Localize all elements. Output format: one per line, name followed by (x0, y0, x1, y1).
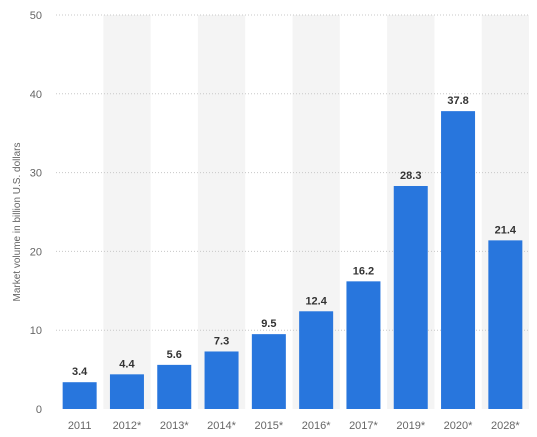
y-tick-label: 30 (30, 168, 42, 180)
x-axis-ticks: 2011 2012* 2013* 2014* 2015* 2016* 2017* 2019* 2… (68, 420, 521, 432)
bar (62, 382, 97, 409)
bars (62, 111, 523, 410)
data-labels: 3.4 4.4 5.6 7.3 9.5 12.4 16.2 28.3 37.8 21.4 (72, 95, 517, 378)
data-label: 37.8 (447, 95, 468, 107)
x-tick-label: 2013* (160, 420, 189, 432)
bar (204, 351, 239, 409)
y-axis-title: Market volume in billion U.S. dollars (12, 143, 23, 302)
x-tick-label: 2028* (491, 420, 520, 432)
data-label: 3.4 (72, 366, 88, 378)
bar (441, 111, 476, 410)
data-label: 7.3 (214, 335, 229, 347)
bar (251, 334, 286, 409)
x-tick-label: 2016* (302, 420, 331, 432)
y-tick-label: 10 (30, 325, 42, 337)
y-axis-ticks: 0 10 20 30 40 50 (30, 10, 42, 416)
x-tick-label: 2019* (396, 420, 425, 432)
background-band (103, 15, 151, 409)
x-tick-label: 2017* (349, 420, 378, 432)
data-label: 4.4 (119, 358, 135, 370)
y-tick-label: 50 (30, 10, 42, 22)
bar (109, 374, 144, 409)
data-label: 12.4 (305, 295, 327, 307)
x-tick-label: 2020* (444, 420, 473, 432)
x-tick-label: 2014* (207, 420, 236, 432)
bar (393, 185, 428, 409)
data-label: 5.6 (167, 349, 182, 361)
gridlines (56, 14, 529, 331)
bar (488, 240, 523, 409)
data-label: 28.3 (400, 170, 421, 182)
x-tick-label: 2012* (113, 420, 142, 432)
x-tick-label: 2015* (254, 420, 283, 432)
y-tick-label: 40 (30, 89, 42, 101)
x-tick-label: 2011 (68, 420, 92, 432)
data-label: 16.2 (353, 265, 374, 277)
y-tick-label: 20 (30, 246, 42, 258)
data-label: 9.5 (261, 318, 276, 330)
bar (157, 364, 192, 409)
y-tick-label: 0 (36, 404, 42, 416)
bar (299, 311, 334, 409)
background-band (197, 15, 246, 409)
bar (346, 281, 381, 409)
data-label: 21.4 (495, 224, 517, 236)
